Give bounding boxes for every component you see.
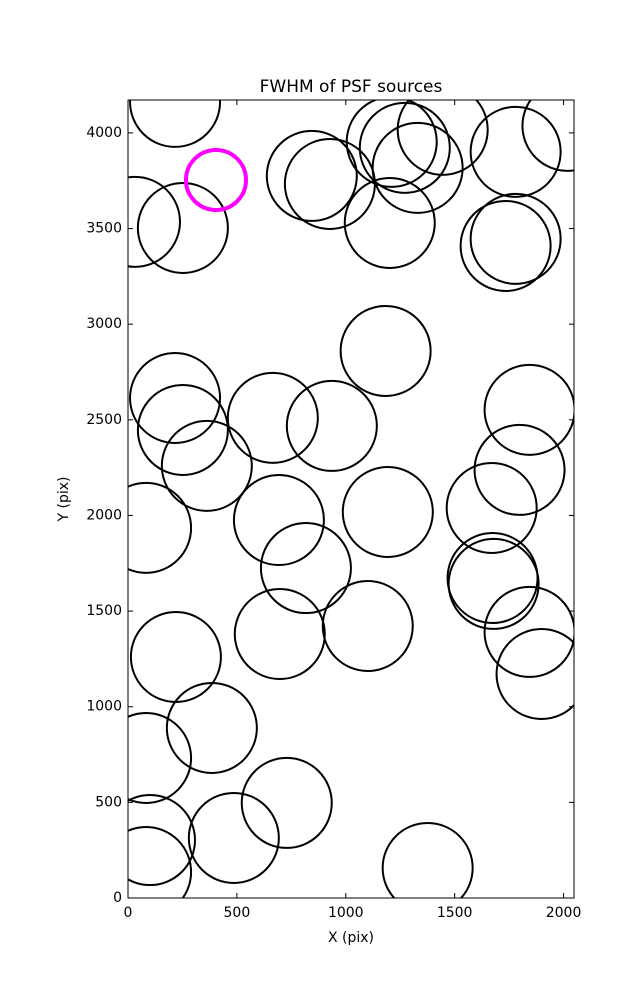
y-tick-label: 500: [95, 794, 122, 810]
psf-circle: [129, 352, 222, 445]
x-tick-label: 1500: [437, 905, 473, 921]
x-tick-label: 2000: [546, 905, 582, 921]
psf-circle: [136, 181, 229, 274]
y-tick-label: 1500: [86, 603, 122, 619]
psf-circle: [136, 383, 229, 476]
y-tick-label: 0: [113, 890, 122, 906]
y-tick-label: 2000: [86, 507, 122, 523]
psf-circle: [469, 105, 562, 198]
psf-circle: [459, 199, 552, 292]
x-tick-label: 0: [124, 905, 133, 921]
psf-circle: [381, 821, 474, 898]
psf-circle: [321, 580, 414, 673]
psf-circle: [160, 419, 253, 512]
psf-circle: [128, 794, 196, 887]
psf-circle: [339, 304, 432, 397]
psf-circle: [521, 100, 574, 172]
plot-area: [128, 100, 574, 898]
psf-circle: [358, 101, 451, 194]
psf-circle: [447, 537, 540, 630]
psf-circle: [128, 175, 181, 268]
psf-circle: [128, 712, 193, 804]
psf-circle: [128, 481, 193, 574]
chart-title: FWHM of PSF sources: [260, 77, 443, 97]
psf-circle: [445, 461, 538, 554]
x-axis-label: X (pix): [328, 930, 374, 946]
psf-circle: [259, 522, 352, 615]
y-tick-label: 1000: [86, 699, 122, 715]
y-tick-label: 3500: [86, 221, 122, 237]
x-tick-label: 1000: [328, 905, 364, 921]
y-tick-label: 2500: [86, 412, 122, 428]
y-tick-label: 4000: [86, 125, 122, 141]
psf-circle: [232, 474, 325, 567]
psf-circle: [233, 588, 326, 681]
psf-circle: [469, 192, 562, 285]
psf-circle: [341, 466, 434, 559]
psf-circle: [371, 121, 464, 214]
psf-circle: [483, 363, 574, 456]
psf-circle: [483, 585, 574, 678]
psf-circle: [165, 681, 258, 774]
psf-circle: [396, 100, 489, 176]
psf-circle: [128, 826, 193, 898]
psf-circle: [495, 628, 574, 721]
psf-circle: [345, 100, 438, 188]
psf-circle: [265, 129, 358, 222]
psf-circle: [187, 791, 280, 884]
y-axis-label: Y (pix): [56, 477, 72, 523]
psf-circle: [183, 147, 248, 212]
psf-circle: [226, 371, 319, 464]
plot-frame: [127, 99, 575, 899]
psf-circle: [473, 423, 566, 516]
psf-circle: [343, 176, 436, 269]
psf-circle: [285, 379, 378, 472]
y-tick-label: 3000: [86, 316, 122, 332]
x-tick-label: 500: [224, 905, 251, 921]
psf-circle: [240, 756, 333, 849]
psf-circle: [129, 100, 222, 148]
